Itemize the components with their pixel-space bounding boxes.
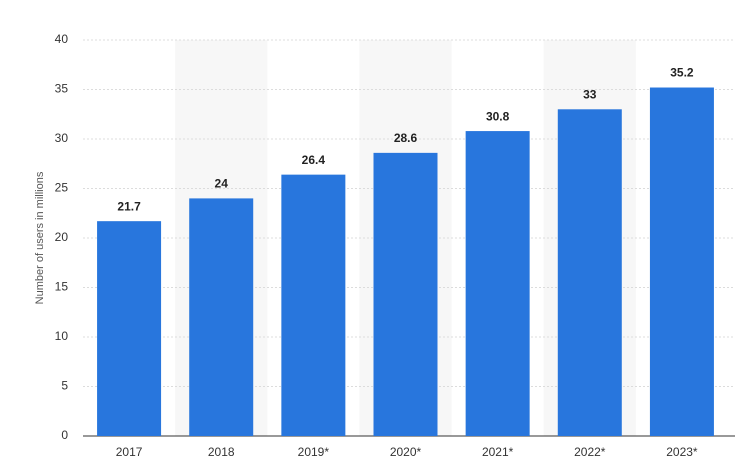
y-tick-label: 35 — [55, 82, 69, 96]
bar — [373, 152, 438, 437]
x-tick-label: 2017 — [116, 445, 143, 459]
x-tick-label: 2018 — [208, 445, 235, 459]
bar — [649, 87, 714, 437]
y-tick-label: 20 — [55, 230, 69, 244]
x-tick-label: 2023* — [666, 445, 698, 459]
y-tick-label: 25 — [55, 181, 69, 195]
value-label: 24 — [215, 177, 229, 191]
y-tick-label: 40 — [55, 32, 69, 46]
value-label: 21.7 — [117, 199, 141, 213]
value-label: 35.2 — [670, 66, 694, 80]
bar — [281, 174, 346, 436]
x-tick-label: 2019* — [298, 445, 330, 459]
value-label: 30.8 — [486, 109, 510, 123]
value-label: 33 — [583, 87, 597, 101]
x-tick-label: 2021* — [482, 445, 514, 459]
value-label: 28.6 — [394, 131, 418, 145]
y-tick-label: 10 — [55, 329, 69, 343]
value-label: 26.4 — [302, 153, 326, 167]
y-tick-label: 5 — [61, 379, 68, 393]
y-tick-label: 15 — [55, 280, 69, 294]
bar — [97, 221, 162, 436]
x-tick-label: 2022* — [574, 445, 606, 459]
bar — [189, 198, 254, 436]
y-tick-label: 0 — [61, 428, 68, 442]
bar — [557, 109, 622, 437]
y-axis-title: Number of users in millions — [34, 171, 46, 304]
x-tick-label: 2020* — [390, 445, 422, 459]
bar — [465, 131, 530, 436]
y-tick-label: 30 — [55, 131, 69, 145]
